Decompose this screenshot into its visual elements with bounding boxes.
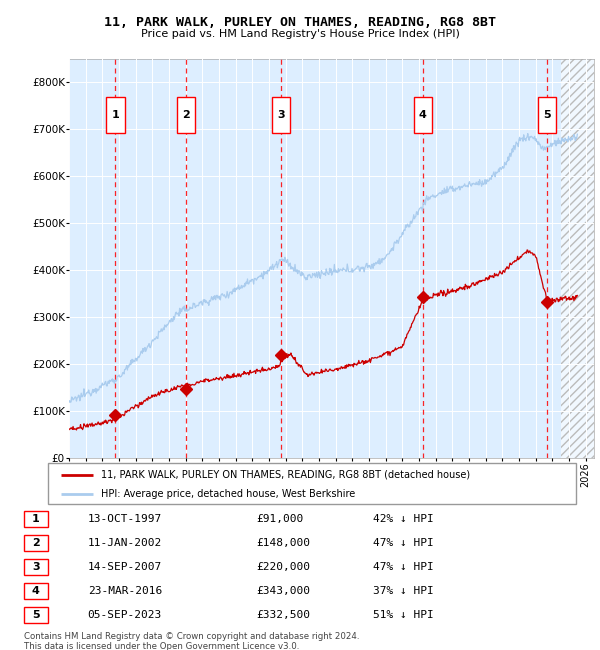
Text: 11-JAN-2002: 11-JAN-2002 [88,538,162,548]
Text: 14-SEP-2007: 14-SEP-2007 [88,562,162,572]
Text: 1: 1 [32,514,40,524]
Bar [272,97,290,133]
Text: 13-OCT-1997: 13-OCT-1997 [88,514,162,524]
Text: 3: 3 [277,110,284,120]
Text: 11, PARK WALK, PURLEY ON THAMES, READING, RG8 8BT (detached house): 11, PARK WALK, PURLEY ON THAMES, READING… [101,470,470,480]
Text: £343,000: £343,000 [256,586,310,596]
Text: 42% ↓ HPI: 42% ↓ HPI [373,514,434,524]
Bar [23,583,48,599]
Bar [538,97,556,133]
Text: 23-MAR-2016: 23-MAR-2016 [88,586,162,596]
Text: 2: 2 [32,538,40,548]
Text: £91,000: £91,000 [256,514,304,524]
Bar [106,97,125,133]
Text: 4: 4 [419,110,427,120]
Bar [23,559,48,575]
Text: 47% ↓ HPI: 47% ↓ HPI [373,562,434,572]
Text: Contains HM Land Registry data © Crown copyright and database right 2024.
This d: Contains HM Land Registry data © Crown c… [24,632,359,650]
Text: 4: 4 [32,586,40,596]
Bar [560,58,594,458]
Text: 47% ↓ HPI: 47% ↓ HPI [373,538,434,548]
Text: 51% ↓ HPI: 51% ↓ HPI [373,610,434,620]
Text: 5: 5 [32,610,40,620]
Text: 05-SEP-2023: 05-SEP-2023 [88,610,162,620]
Text: 1: 1 [112,110,119,120]
Bar [413,97,432,133]
Bar [560,58,594,458]
Text: 11, PARK WALK, PURLEY ON THAMES, READING, RG8 8BT: 11, PARK WALK, PURLEY ON THAMES, READING… [104,16,496,29]
Text: HPI: Average price, detached house, West Berkshire: HPI: Average price, detached house, West… [101,489,355,499]
Text: £220,000: £220,000 [256,562,310,572]
Bar [177,97,196,133]
Bar [23,535,48,551]
Bar [23,607,48,623]
Text: £148,000: £148,000 [256,538,310,548]
Text: 5: 5 [543,110,551,120]
Text: 2: 2 [182,110,190,120]
Text: Price paid vs. HM Land Registry's House Price Index (HPI): Price paid vs. HM Land Registry's House … [140,29,460,39]
Text: £332,500: £332,500 [256,610,310,620]
Bar [23,511,48,527]
Text: 3: 3 [32,562,40,572]
Text: 37% ↓ HPI: 37% ↓ HPI [373,586,434,596]
